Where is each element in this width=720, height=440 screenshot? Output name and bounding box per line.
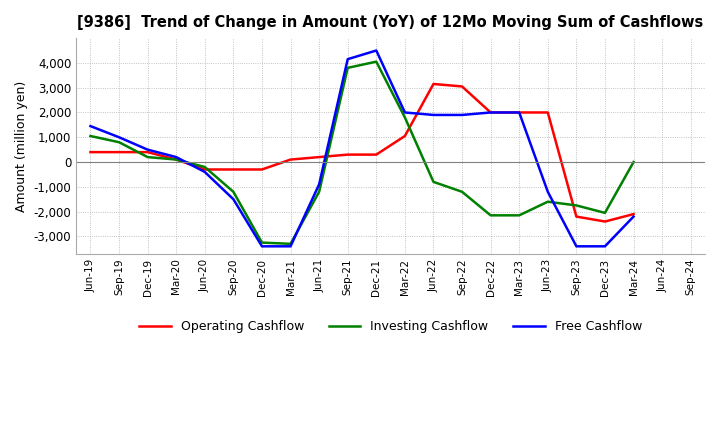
Investing Cashflow: [572, 203, 581, 208]
Investing Cashflow: [458, 189, 467, 194]
Investing Cashflow: [515, 213, 523, 218]
Investing Cashflow: [172, 157, 181, 162]
Title: [9386]  Trend of Change in Amount (YoY) of 12Mo Moving Sum of Cashflows: [9386] Trend of Change in Amount (YoY) o…: [78, 15, 703, 30]
Investing Cashflow: [143, 154, 152, 160]
Free Cashflow: [429, 112, 438, 117]
Free Cashflow: [143, 147, 152, 152]
Investing Cashflow: [486, 213, 495, 218]
Operating Cashflow: [143, 150, 152, 155]
Operating Cashflow: [600, 219, 609, 224]
Investing Cashflow: [86, 133, 95, 139]
Investing Cashflow: [629, 159, 638, 165]
Free Cashflow: [258, 244, 266, 249]
Investing Cashflow: [114, 139, 123, 145]
Operating Cashflow: [544, 110, 552, 115]
Legend: Operating Cashflow, Investing Cashflow, Free Cashflow: Operating Cashflow, Investing Cashflow, …: [134, 315, 647, 338]
Investing Cashflow: [372, 59, 381, 64]
Operating Cashflow: [172, 157, 181, 162]
Free Cashflow: [458, 112, 467, 117]
Operating Cashflow: [287, 157, 295, 162]
Operating Cashflow: [458, 84, 467, 89]
Operating Cashflow: [258, 167, 266, 172]
Free Cashflow: [200, 169, 209, 175]
Free Cashflow: [287, 244, 295, 249]
Operating Cashflow: [200, 167, 209, 172]
Free Cashflow: [315, 182, 323, 187]
Free Cashflow: [629, 214, 638, 219]
Free Cashflow: [86, 124, 95, 129]
Investing Cashflow: [343, 65, 352, 70]
Operating Cashflow: [114, 150, 123, 155]
Free Cashflow: [400, 110, 409, 115]
Operating Cashflow: [486, 110, 495, 115]
Operating Cashflow: [229, 167, 238, 172]
Operating Cashflow: [372, 152, 381, 157]
Free Cashflow: [486, 110, 495, 115]
Y-axis label: Amount (million yen): Amount (million yen): [15, 81, 28, 212]
Investing Cashflow: [287, 241, 295, 246]
Free Cashflow: [544, 189, 552, 194]
Investing Cashflow: [429, 179, 438, 184]
Free Cashflow: [600, 244, 609, 249]
Line: Free Cashflow: Free Cashflow: [91, 51, 634, 246]
Line: Operating Cashflow: Operating Cashflow: [91, 84, 634, 221]
Investing Cashflow: [229, 189, 238, 194]
Investing Cashflow: [600, 210, 609, 216]
Operating Cashflow: [629, 212, 638, 217]
Operating Cashflow: [572, 214, 581, 219]
Operating Cashflow: [86, 150, 95, 155]
Investing Cashflow: [544, 199, 552, 204]
Free Cashflow: [114, 135, 123, 140]
Investing Cashflow: [200, 165, 209, 170]
Free Cashflow: [515, 110, 523, 115]
Operating Cashflow: [315, 154, 323, 160]
Investing Cashflow: [258, 240, 266, 245]
Free Cashflow: [229, 197, 238, 202]
Free Cashflow: [172, 154, 181, 160]
Operating Cashflow: [400, 133, 409, 139]
Line: Investing Cashflow: Investing Cashflow: [91, 62, 634, 244]
Operating Cashflow: [429, 81, 438, 87]
Investing Cashflow: [315, 189, 323, 194]
Free Cashflow: [343, 56, 352, 62]
Operating Cashflow: [515, 110, 523, 115]
Operating Cashflow: [343, 152, 352, 157]
Free Cashflow: [572, 244, 581, 249]
Free Cashflow: [372, 48, 381, 53]
Investing Cashflow: [400, 115, 409, 120]
